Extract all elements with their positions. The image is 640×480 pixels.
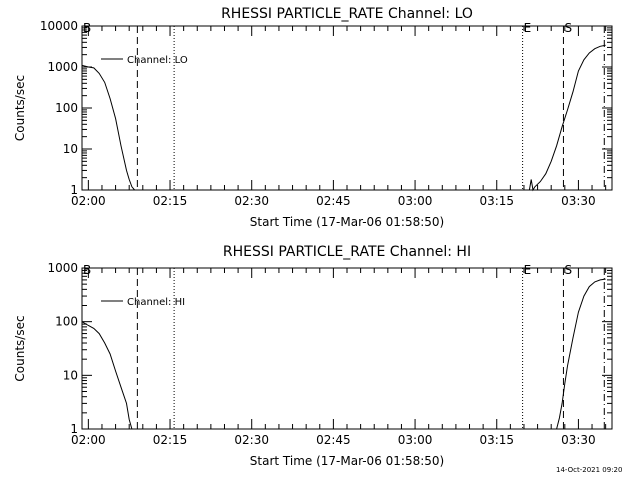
event-marker-label: S: [564, 21, 572, 35]
x-tick-label: 02:15: [153, 433, 188, 447]
y-tick-label: 100: [55, 101, 78, 115]
x-tick-label: 02:45: [316, 194, 351, 208]
generated-timestamp: 14-Oct-2021 09:20: [556, 466, 623, 474]
y-tick-label: 10: [63, 368, 78, 382]
x-tick-label: 02:15: [153, 194, 188, 208]
series-line: [81, 64, 138, 191]
y-tick-label: 1000: [47, 261, 78, 275]
y-tick-label: 1000: [47, 60, 78, 74]
series-line: [556, 278, 606, 430]
event-marker-label: B: [83, 21, 91, 35]
chart-panel-2: RHESSI PARTICLE_RATE Channel: HI Counts/s…: [13, 244, 613, 468]
x-tick-label: 03:15: [479, 194, 514, 208]
x-axis-label: Start Time (17-Mar-06 01:58:50): [250, 215, 444, 229]
x-axis-label: Start Time (17-Mar-06 01:58:50): [250, 454, 444, 468]
x-tick-label: 03:00: [398, 194, 433, 208]
x-tick-label: 03:30: [561, 433, 596, 447]
chart-panel-1: RHESSI PARTICLE_RATE Channel: LO Counts/s…: [13, 6, 613, 229]
x-tick-label: 02:45: [316, 433, 351, 447]
x-tick-label: 02:30: [234, 433, 269, 447]
plot-frame: [81, 25, 613, 191]
event-marker-label: E: [524, 21, 532, 35]
event-marker-label: B: [83, 263, 91, 277]
y-tick-label: 10000: [40, 19, 78, 33]
x-tick-label: 03:00: [398, 433, 433, 447]
series-line: [528, 44, 606, 192]
x-tick-label: 02:00: [71, 194, 106, 208]
x-tick-label: 03:30: [561, 194, 596, 208]
legend-label: Channel: LO: [127, 55, 188, 66]
y-tick-label: 100: [55, 315, 78, 329]
legend-label: Channel: HI: [127, 297, 185, 308]
x-tick-label: 03:15: [479, 433, 514, 447]
y-tick-label: 10: [63, 142, 78, 156]
y-axis-label: Counts/sec: [13, 75, 27, 141]
chart-title: RHESSI PARTICLE_RATE Channel: HI: [223, 244, 471, 260]
x-tick-label: 02:30: [234, 194, 269, 208]
event-marker-label: E: [524, 263, 532, 277]
plot-frame: [81, 267, 613, 430]
chart-title: RHESSI PARTICLE_RATE Channel: LO: [221, 6, 473, 22]
y-tick-label: 1: [70, 422, 78, 436]
y-axis-label: Counts/sec: [13, 315, 27, 381]
x-tick-label: 02:00: [71, 433, 106, 447]
y-tick-label: 1: [70, 183, 78, 197]
series-line: [81, 321, 133, 430]
event-marker-label: S: [564, 263, 572, 277]
